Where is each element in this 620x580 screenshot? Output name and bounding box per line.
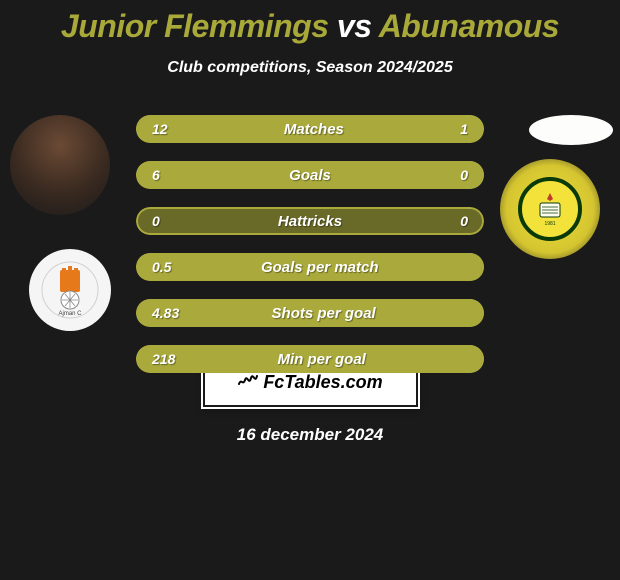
stat-value-left: 0.5 bbox=[152, 259, 171, 275]
stat-value-left: 6 bbox=[152, 167, 160, 183]
stat-label: Matches bbox=[168, 121, 461, 138]
stat-value-right: 1 bbox=[460, 121, 468, 137]
stat-label: Goals bbox=[160, 167, 460, 184]
stat-label: Shots per goal bbox=[179, 305, 468, 322]
stat-row: 4.83Shots per goal bbox=[136, 299, 484, 327]
player2-club-badge: 1981 bbox=[500, 159, 600, 259]
stat-value-left: 218 bbox=[152, 351, 175, 367]
stat-value-right: 0 bbox=[460, 167, 468, 183]
player1-club-badge: Ajman C bbox=[29, 249, 111, 331]
stat-value-left: 0 bbox=[152, 213, 160, 229]
player2-avatar bbox=[529, 115, 613, 145]
stat-value-left: 12 bbox=[152, 121, 168, 137]
subtitle: Club competitions, Season 2024/2025 bbox=[0, 59, 620, 77]
stat-value-left: 4.83 bbox=[152, 305, 179, 321]
player2-name: Abunamous bbox=[379, 8, 559, 44]
stat-value-right: 0 bbox=[460, 213, 468, 229]
svg-text:1981: 1981 bbox=[544, 221, 555, 227]
stat-row: 12Matches1 bbox=[136, 115, 484, 143]
ittihad-badge-icon: 1981 bbox=[530, 189, 570, 229]
stats-container: 12Matches16Goals00Hattricks00.5Goals per… bbox=[136, 115, 484, 391]
stat-label: Min per goal bbox=[175, 351, 468, 368]
player1-avatar bbox=[10, 115, 110, 215]
svg-text:Ajman C: Ajman C bbox=[58, 311, 82, 317]
stat-row: 0Hattricks0 bbox=[136, 207, 484, 235]
date-text: 16 december 2024 bbox=[0, 425, 620, 445]
stat-row: 218Min per goal bbox=[136, 345, 484, 373]
stat-label: Goals per match bbox=[171, 259, 468, 276]
ajman-badge-icon: Ajman C bbox=[40, 260, 100, 320]
player1-name: Junior Flemmings bbox=[61, 8, 329, 44]
stat-label: Hattricks bbox=[160, 213, 460, 230]
comparison-title: Junior Flemmings vs Abunamous bbox=[0, 0, 620, 45]
vs-text: vs bbox=[337, 8, 372, 44]
stat-row: 6Goals0 bbox=[136, 161, 484, 189]
stat-row: 0.5Goals per match bbox=[136, 253, 484, 281]
